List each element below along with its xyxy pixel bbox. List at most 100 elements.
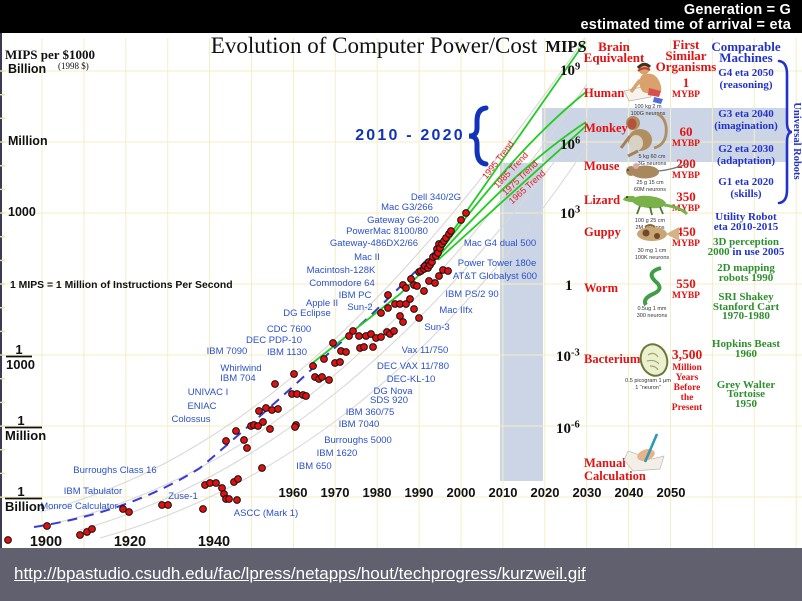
svg-text:100 g 25 cm: 100 g 25 cm	[635, 218, 666, 224]
svg-text:Bacterium: Bacterium	[584, 352, 641, 366]
svg-text:1990: 1990	[405, 485, 434, 500]
svg-text:Organisms: Organisms	[656, 59, 717, 74]
svg-text:Evolution of Computer Power/Co: Evolution of Computer Power/Cost	[211, 33, 538, 58]
svg-text:DEC PDP-10: DEC PDP-10	[246, 335, 302, 346]
svg-text:2000 in use 2005: 2000 in use 2005	[708, 246, 785, 258]
svg-text:1920: 1920	[114, 534, 146, 548]
svg-text:1: 1	[565, 278, 573, 294]
svg-text:Billion: Billion	[8, 62, 46, 76]
svg-text:3,500: 3,500	[672, 347, 703, 362]
svg-text:1970-1980: 1970-1980	[722, 310, 770, 322]
svg-text:Guppy: Guppy	[584, 225, 622, 239]
svg-text:IBM 360/75: IBM 360/75	[346, 407, 395, 418]
svg-text:Macintosh-128K: Macintosh-128K	[307, 265, 376, 276]
svg-text:3G neurons: 3G neurons	[638, 161, 667, 167]
svg-text:Monkey: Monkey	[584, 121, 629, 135]
svg-text:Mouse: Mouse	[584, 159, 620, 173]
svg-text:IBM 1620: IBM 1620	[317, 448, 358, 459]
svg-text:60M neurons: 60M neurons	[634, 187, 666, 193]
svg-text:Tortoise: Tortoise	[727, 388, 765, 400]
svg-text:3D perception: 3D perception	[713, 236, 779, 248]
svg-text:1900: 1900	[30, 534, 62, 548]
svg-text:Million: Million	[5, 428, 46, 443]
svg-text:Monroe Calculator: Monroe Calculator	[40, 501, 118, 512]
svg-text:G3 eta 2040: G3 eta 2040	[718, 108, 774, 120]
svg-text:Machines: Machines	[719, 50, 772, 65]
svg-text:Gateway G6-200: Gateway G6-200	[367, 215, 439, 226]
svg-text:G2 eta 2030: G2 eta 2030	[718, 143, 774, 155]
svg-text:1960: 1960	[735, 348, 758, 360]
svg-text:Million: Million	[672, 363, 702, 373]
svg-text:Gateway-486DX2/66: Gateway-486DX2/66	[330, 238, 418, 249]
svg-text:Sun-3: Sun-3	[424, 322, 449, 333]
svg-text:DG Nova: DG Nova	[373, 386, 413, 397]
svg-text:1: 1	[683, 75, 690, 90]
svg-text:DG Eclipse: DG Eclipse	[283, 308, 331, 319]
svg-text:1960: 1960	[279, 485, 308, 500]
svg-text:Years: Years	[676, 373, 699, 383]
svg-text:Similar: Similar	[665, 48, 706, 63]
svg-text:Utility Robot: Utility Robot	[715, 211, 777, 223]
svg-text:(reasoning): (reasoning)	[720, 79, 773, 91]
svg-text:1: 1	[17, 413, 24, 428]
svg-text:ASCC (Mark 1): ASCC (Mark 1)	[234, 508, 298, 519]
svg-text:Present: Present	[672, 403, 703, 413]
svg-text:0.5 picogram 1 μm: 0.5 picogram 1 μm	[625, 378, 671, 384]
svg-text:MIPS per $1000: MIPS per $1000	[5, 47, 95, 62]
svg-text:Apple II: Apple II	[306, 298, 338, 309]
svg-text:1: 1	[17, 484, 24, 499]
svg-text:Mac G4 dual 500: Mac G4 dual 500	[464, 238, 536, 249]
svg-text:2000: 2000	[447, 485, 476, 500]
svg-text:PowerMac 8100/80: PowerMac 8100/80	[346, 226, 428, 237]
svg-text:G4 eta 2050: G4 eta 2050	[718, 67, 774, 79]
svg-text:MYBP: MYBP	[672, 139, 700, 149]
svg-text:CDC 7600: CDC 7600	[267, 324, 311, 335]
svg-text:Worm: Worm	[584, 281, 619, 295]
svg-text:2020: 2020	[531, 485, 560, 500]
svg-text:IBM 704: IBM 704	[220, 373, 255, 384]
svg-text:Mac II: Mac II	[354, 252, 380, 263]
svg-text:Grey Walter: Grey Walter	[717, 379, 776, 391]
svg-text:100G neurons: 100G neurons	[631, 111, 666, 117]
svg-text:IBM PS/2 90: IBM PS/2 90	[445, 289, 498, 300]
svg-text:200: 200	[676, 156, 696, 171]
svg-text:Billion: Billion	[5, 499, 45, 514]
svg-text:Manual: Manual	[584, 456, 626, 470]
svg-text:Comparable: Comparable	[711, 39, 781, 54]
svg-text:IBM PC: IBM PC	[339, 290, 372, 301]
svg-text:Million: Million	[8, 134, 48, 148]
svg-text:Colossus: Colossus	[171, 414, 210, 425]
svg-text:1970: 1970	[321, 485, 350, 500]
svg-text:100 kg 2 m: 100 kg 2 m	[634, 104, 662, 110]
svg-text:300 neurons: 300 neurons	[637, 313, 668, 319]
svg-text:DEC VAX 11/780: DEC VAX 11/780	[377, 361, 449, 372]
svg-text:Power Tower 180e: Power Tower 180e	[458, 258, 537, 269]
svg-text:IBM 7040: IBM 7040	[339, 419, 380, 430]
svg-text:First: First	[673, 37, 700, 52]
svg-text:1000: 1000	[8, 205, 36, 219]
svg-text:G1 eta 2020: G1 eta 2020	[718, 176, 774, 188]
svg-text:IBM Tabulator: IBM Tabulator	[64, 486, 122, 497]
svg-text:2010: 2010	[489, 485, 518, 500]
svg-text:IBM 650: IBM 650	[296, 461, 331, 472]
svg-text:1950: 1950	[735, 398, 758, 410]
svg-text:Universal Robots: Universal Robots	[791, 102, 802, 179]
svg-text:robots 1990: robots 1990	[719, 272, 774, 284]
svg-text:eta 2010-2015: eta 2010-2015	[714, 221, 779, 233]
svg-text:(adaptation): (adaptation)	[717, 155, 775, 167]
svg-text:MYBP: MYBP	[672, 239, 700, 249]
svg-text:UNIVAC I: UNIVAC I	[188, 387, 228, 398]
svg-text:DEC-KL-10: DEC-KL-10	[387, 374, 436, 385]
svg-text:Before: Before	[674, 383, 701, 393]
svg-text:Whirlwind: Whirlwind	[220, 363, 261, 374]
svg-text:ENIAC: ENIAC	[187, 401, 216, 412]
svg-text:350: 350	[676, 189, 696, 204]
svg-text:Dell 340/2G: Dell 340/2G	[411, 192, 461, 203]
svg-text:2D mapping: 2D mapping	[717, 262, 775, 274]
svg-text:2040: 2040	[615, 485, 644, 500]
svg-text:1980: 1980	[363, 485, 392, 500]
svg-text:MIPS: MIPS	[545, 37, 586, 56]
svg-text:(skills): (skills)	[730, 188, 762, 200]
svg-text:MYBP: MYBP	[672, 204, 700, 214]
svg-text:Burroughs Class 16: Burroughs Class 16	[73, 465, 156, 476]
